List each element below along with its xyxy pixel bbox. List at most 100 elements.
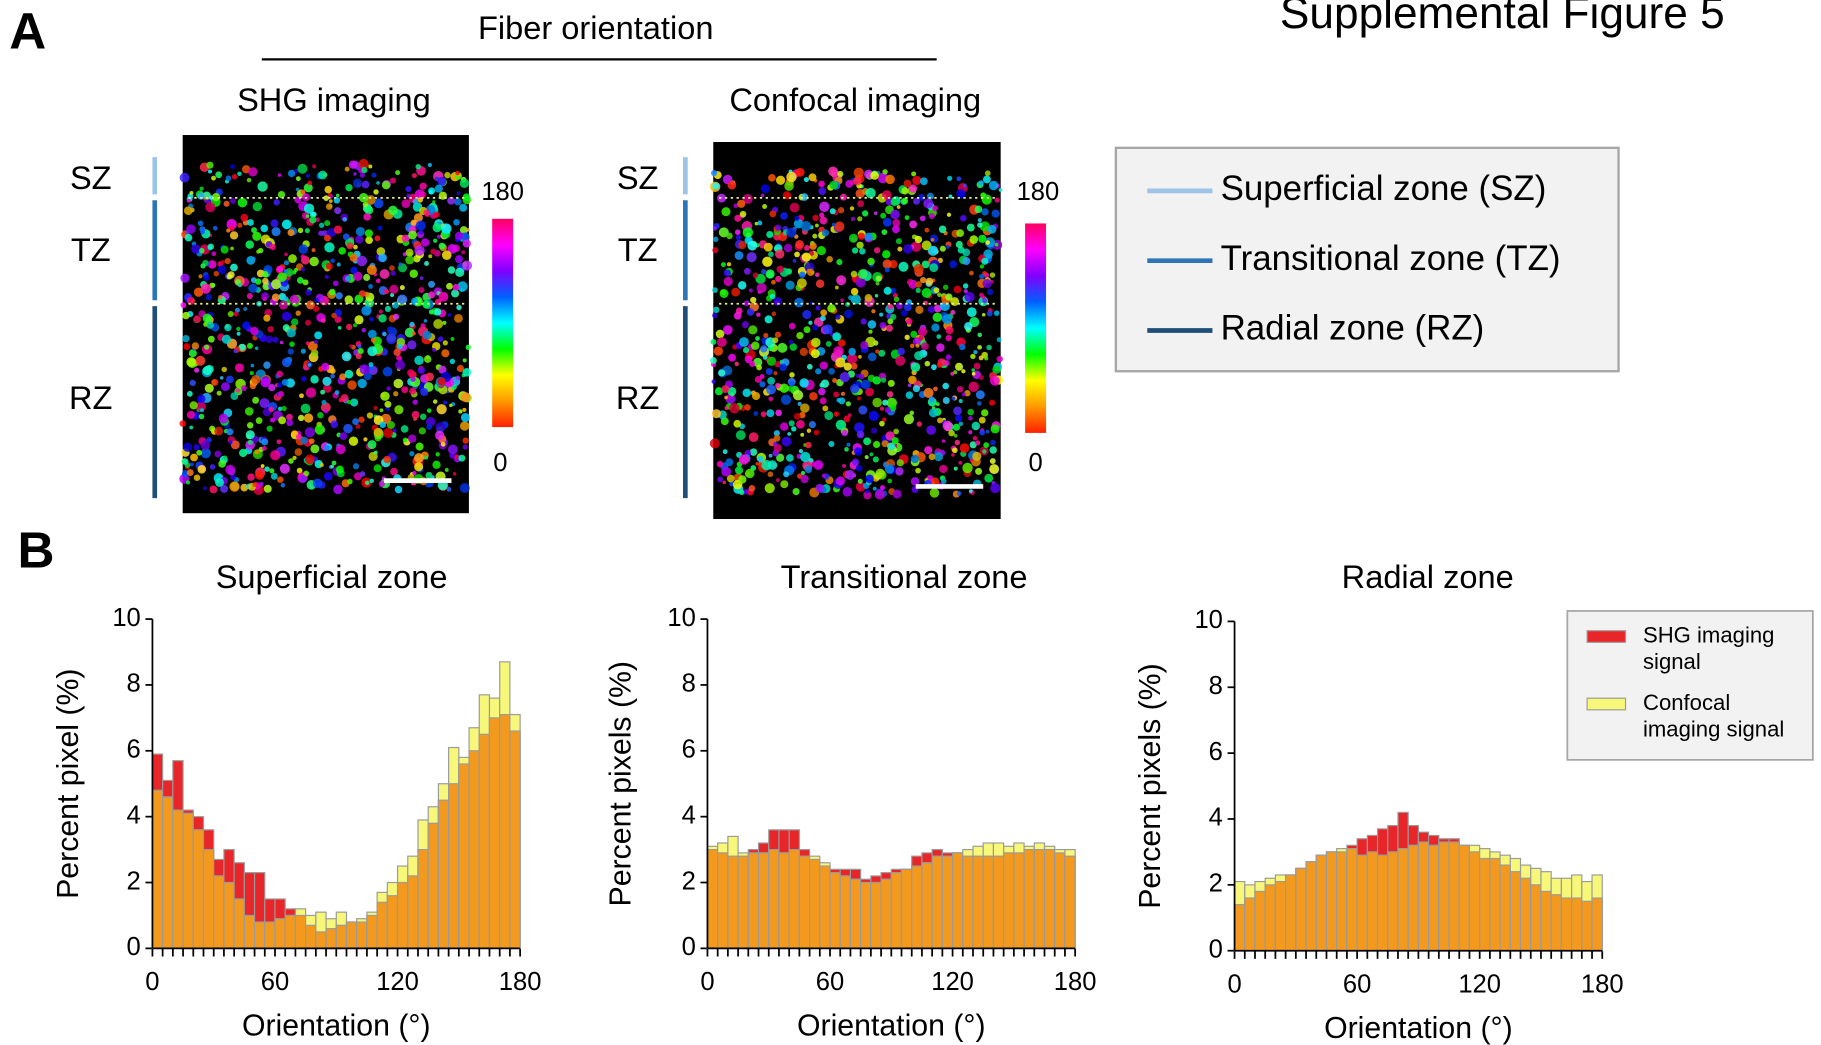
texture-dot (209, 485, 218, 494)
texture-dot (868, 410, 879, 422)
texture-dot (355, 235, 364, 244)
bar-overlap (757, 852, 770, 949)
texture-dot (259, 481, 264, 487)
texture-dot (289, 341, 295, 347)
bar-overlap (1346, 848, 1358, 952)
texture-dot (277, 406, 283, 411)
texture-dot (205, 202, 216, 213)
texture-dot (969, 441, 977, 449)
texture-dot (722, 480, 727, 485)
texture-dot (738, 475, 747, 484)
texture-dot (801, 252, 811, 262)
texture-dot (278, 416, 287, 425)
texture-dot (910, 477, 920, 486)
texture-dot (386, 386, 391, 391)
chart-title: Superficial zone (216, 559, 448, 595)
texture-dot (405, 185, 412, 193)
colorbar (492, 218, 514, 428)
texture-dot (221, 260, 225, 264)
texture-dot (786, 454, 794, 462)
texture-dot (916, 421, 923, 427)
texture-dot (287, 229, 295, 237)
bar-overlap (717, 852, 729, 949)
texture-dot (442, 320, 447, 325)
texture-dot (191, 244, 201, 254)
texture-dot (873, 247, 881, 254)
bar-overlap (1264, 884, 1276, 952)
texture-dot (766, 230, 774, 239)
texture-dot (225, 375, 234, 384)
texture-dot (199, 186, 204, 191)
texture-dot (882, 169, 888, 175)
texture-dot (715, 329, 725, 339)
texture-dot (942, 382, 950, 390)
bar-overlap (952, 852, 964, 949)
texture-dot (878, 349, 886, 357)
texture-dot (267, 326, 274, 333)
texture-dot (279, 463, 290, 474)
texture-dot (211, 251, 217, 257)
texture-dot (844, 469, 855, 480)
texture-dot (986, 310, 993, 317)
texture-dot (197, 465, 207, 474)
texture-dot (796, 278, 807, 289)
texture-dot (252, 482, 258, 488)
texture-dot (417, 298, 422, 303)
texture-dot (835, 314, 841, 320)
bar-overlap (1336, 851, 1348, 952)
texture-dot (765, 269, 775, 279)
texture-dot (396, 355, 402, 361)
texture-dot (450, 336, 455, 341)
texture-dot (928, 396, 935, 403)
texture-dot (306, 300, 315, 310)
texture-dot (750, 296, 757, 304)
texture-dot (833, 391, 840, 398)
bar-overlap (706, 849, 719, 949)
texture-dot (748, 325, 758, 335)
texture-dot (420, 238, 430, 247)
texture-dot (461, 250, 466, 255)
texture-dot (716, 337, 727, 348)
texture-dot (260, 464, 265, 468)
texture-dot (978, 180, 984, 186)
bar-overlap (305, 924, 317, 949)
texture-dot (799, 271, 806, 279)
texture-dot (753, 357, 763, 367)
texture-dot (405, 255, 415, 265)
bar-overlap (458, 763, 470, 949)
texture-dot (982, 449, 987, 454)
texture-dot (230, 474, 236, 481)
legend-swatch (1586, 630, 1627, 643)
bar-overlap (243, 914, 256, 949)
texture-dot (731, 287, 741, 297)
texture-dot (229, 231, 239, 240)
texture-dot (295, 433, 302, 440)
texture-dot (760, 193, 765, 198)
texture-dot (996, 337, 1002, 343)
texture-dot (857, 269, 868, 280)
texture-dot (213, 270, 220, 277)
texture-dot (979, 429, 986, 436)
texture-dot (254, 346, 259, 351)
texture-dot (230, 263, 238, 272)
texture-dot (833, 346, 844, 357)
bar-overlap (900, 868, 913, 949)
bar-overlap (223, 881, 235, 949)
texture-dot (325, 203, 333, 210)
texture-dot (893, 428, 900, 435)
texture-dot (762, 204, 768, 209)
texture-dot (348, 160, 358, 169)
texture-dot (337, 325, 342, 330)
bar-overlap (1489, 857, 1501, 952)
texture-dot (413, 213, 423, 223)
texture-dot (890, 287, 897, 294)
texture-dot (227, 310, 234, 318)
texture-dot (393, 391, 399, 397)
texture-dot (366, 412, 374, 419)
bar-overlap (1509, 871, 1522, 952)
texture-dot (978, 416, 986, 424)
texture-dot (955, 362, 964, 371)
texture-dot (270, 219, 279, 228)
texture-dot (278, 391, 285, 398)
texture-dot (459, 203, 468, 212)
